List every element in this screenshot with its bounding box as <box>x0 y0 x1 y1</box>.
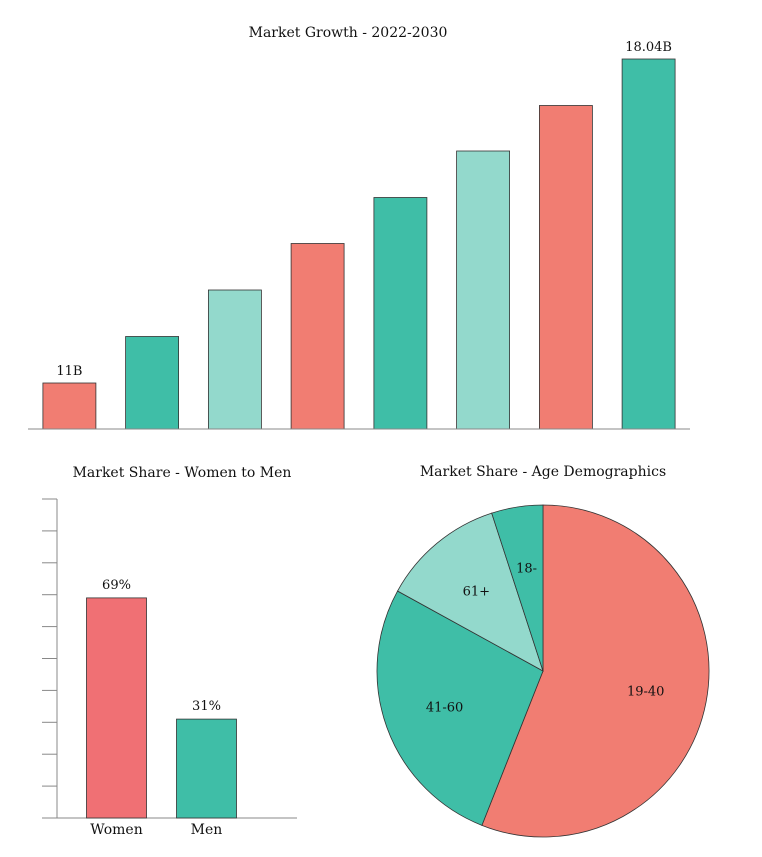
gender-category-label: Women <box>90 822 142 838</box>
gender-value-label: 69% <box>102 578 131 593</box>
age-chart: Market Share - Age Demographics 19-40 41-… <box>376 464 710 838</box>
gender-category-label: Men <box>191 822 223 838</box>
growth-bar-2023 <box>125 336 179 430</box>
growth-bar-2022 <box>42 382 97 430</box>
gender-y-ticks <box>42 498 57 819</box>
age-slice-label: 19-40 <box>627 685 664 700</box>
age-pie: 19-40 41-60 61+ 18- <box>376 504 710 838</box>
age-slice-label: 61+ <box>463 584 490 599</box>
growth-bar-2026 <box>373 197 428 430</box>
age-slice-41-60 <box>376 590 544 826</box>
gender-bars: 69% Women 31% Men <box>86 578 237 838</box>
age-slice-61 <box>396 512 544 672</box>
gender-chart: Market Share - Women to Men 69% Women 31% M… <box>42 465 297 838</box>
age-slice-18 <box>491 504 544 672</box>
growth-bar-2024 <box>207 289 262 430</box>
growth-bars: 11B 18.04B <box>42 40 676 430</box>
growth-bar-2027 <box>456 150 511 430</box>
age-slice-label: 41-60 <box>426 700 463 715</box>
growth-bar-2025 <box>290 243 345 430</box>
gender-bar-men <box>176 718 237 819</box>
growth-chart: Market Growth - 2022-2030 11B 18.04B <box>28 25 690 430</box>
growth-bar-2028 <box>539 105 593 430</box>
growth-title: Market Growth - 2022-2030 <box>249 25 448 41</box>
age-slice-label: 18- <box>516 562 537 577</box>
gender-value-label: 31% <box>192 699 221 714</box>
age-title: Market Share - Age Demographics <box>420 464 666 480</box>
growth-value-label: 18.04B <box>625 40 672 55</box>
age-slice-19-40 <box>481 504 710 838</box>
gender-bar-women <box>86 597 147 819</box>
growth-bar-2029 <box>621 58 676 430</box>
growth-value-label: 11B <box>56 364 82 379</box>
gender-title: Market Share - Women to Men <box>73 465 292 481</box>
